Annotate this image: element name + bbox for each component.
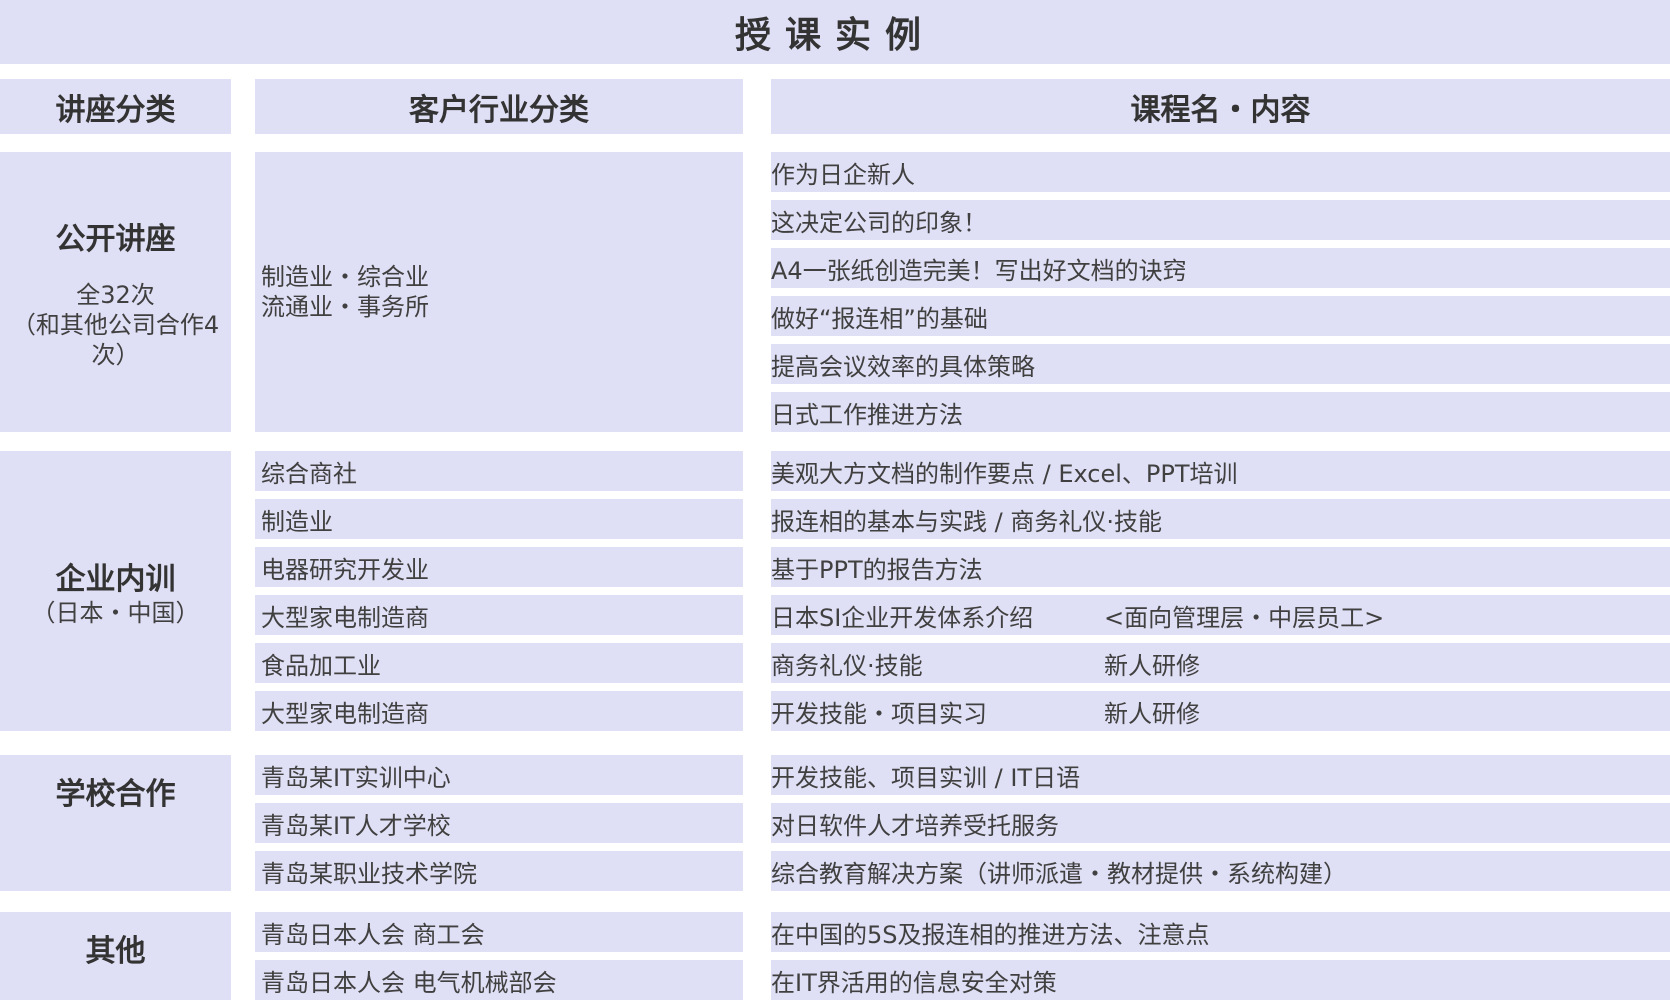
section-title: 其他 <box>85 934 146 969</box>
course-cell: 这决定公司的印象！ <box>771 200 1670 240</box>
section-label: 学校合作 <box>0 755 231 891</box>
industry-cell: 电器研究开发业 <box>255 547 743 587</box>
industry-cell: 青岛某职业技术学院 <box>255 851 743 891</box>
section-title: 公开讲座 <box>55 222 176 257</box>
section-subtitle: （日本・中国） <box>32 598 200 628</box>
course-cell: 商务礼仪·技能 新人研修 <box>771 643 1670 683</box>
industry-line: 制造业・综合业 <box>261 263 429 291</box>
section-label: 其他 <box>0 912 231 1000</box>
course-cell: 美观大方文档的制作要点 / Excel、PPT培训 <box>771 451 1670 491</box>
section-title: 企业内训 <box>55 562 176 597</box>
header-category: 讲座分类 <box>0 79 231 134</box>
subtitle-line: 次） <box>91 341 140 369</box>
course-cell: 日本SI企业开发体系介绍 <面向管理层・中层员工> <box>771 595 1670 635</box>
industry-cell: 综合商社 <box>255 451 743 491</box>
course-cell: 报连相的基本与实践 / 商务礼仪·技能 <box>771 499 1670 539</box>
industry-cell: 青岛日本人会 电气机械部会 <box>255 960 743 1000</box>
course-name: 商务礼仪·技能 <box>771 651 923 680</box>
course-name: 在中国的5S及报连相的推进方法、注意点 <box>771 920 1210 949</box>
subtitle-line: 全32次 <box>76 281 155 309</box>
course-cell: 综合教育解决方案（讲师派遣・教材提供・系统构建） <box>771 851 1670 891</box>
course-cell: 在IT界活用的信息安全对策 <box>771 960 1670 1000</box>
course-name: 基于PPT的报告方法 <box>771 555 983 584</box>
section-label: 企业内训 （日本・中国） <box>0 451 231 731</box>
course-cell: 日式工作推进方法 <box>771 392 1670 432</box>
course-cell: 作为日企新人 <box>771 152 1670 192</box>
industry-cell: 大型家电制造商 <box>255 691 743 731</box>
course-cell: 做好“报连相”的基础 <box>771 296 1670 336</box>
course-cell: A4一张纸创造完美！写出好文档的诀窍 <box>771 248 1670 288</box>
industry-cell: 青岛日本人会 商工会 <box>255 912 743 952</box>
course-name: 在IT界活用的信息安全对策 <box>771 968 1057 997</box>
header-course: 课程名・内容 <box>771 79 1670 134</box>
header-industry: 客户行业分类 <box>255 79 743 134</box>
subtitle-line: （日本・中国） <box>31 599 200 627</box>
course-cell: 对日软件人才培养受托服务 <box>771 803 1670 843</box>
section-label: 公开讲座全32次 （和其他公司合作4 次） <box>0 152 231 432</box>
industry-cell: 食品加工业 <box>255 643 743 683</box>
course-cell: 开发技能、项目实训 / IT日语 <box>771 755 1670 795</box>
page-title: 授课实例 <box>0 0 1670 64</box>
course-cell: 提高会议效率的具体策略 <box>771 344 1670 384</box>
course-name: 对日软件人才培养受托服务 <box>771 811 1059 840</box>
course-cell: 开发技能・项目实习 新人研修 <box>771 691 1670 731</box>
course-name: 开发技能・项目实习 <box>771 699 987 728</box>
course-target: <面向管理层・中层员工> <box>1104 603 1385 632</box>
industry-cell: 青岛某IT人才学校 <box>255 803 743 843</box>
course-name: 日本SI企业开发体系介绍 <box>771 603 1034 632</box>
section-subtitle: 全32次 （和其他公司合作4 次） <box>12 280 219 370</box>
course-name: 报连相的基本与实践 / 商务礼仪·技能 <box>771 507 1162 536</box>
section-title: 学校合作 <box>55 777 176 812</box>
industry-cell: 制造业 <box>255 499 743 539</box>
course-cell: 在中国的5S及报连相的推进方法、注意点 <box>771 912 1670 952</box>
industry-line: 流通业・事务所 <box>261 293 429 321</box>
course-name: 美观大方文档的制作要点 / Excel、PPT培训 <box>771 459 1238 488</box>
course-name: 综合教育解决方案（讲师派遣・教材提供・系统构建） <box>771 859 1347 888</box>
course-cell: 基于PPT的报告方法 <box>771 547 1670 587</box>
industry-cell: 大型家电制造商 <box>255 595 743 635</box>
subtitle-line: （和其他公司合作4 <box>11 311 220 339</box>
industry-cell: 制造业・综合业 流通业・事务所 <box>255 152 743 432</box>
course-target: 新人研修 <box>1104 699 1200 728</box>
course-target: 新人研修 <box>1104 651 1200 680</box>
industry-cell: 青岛某IT实训中心 <box>255 755 743 795</box>
course-name: 开发技能、项目实训 / IT日语 <box>771 763 1081 792</box>
